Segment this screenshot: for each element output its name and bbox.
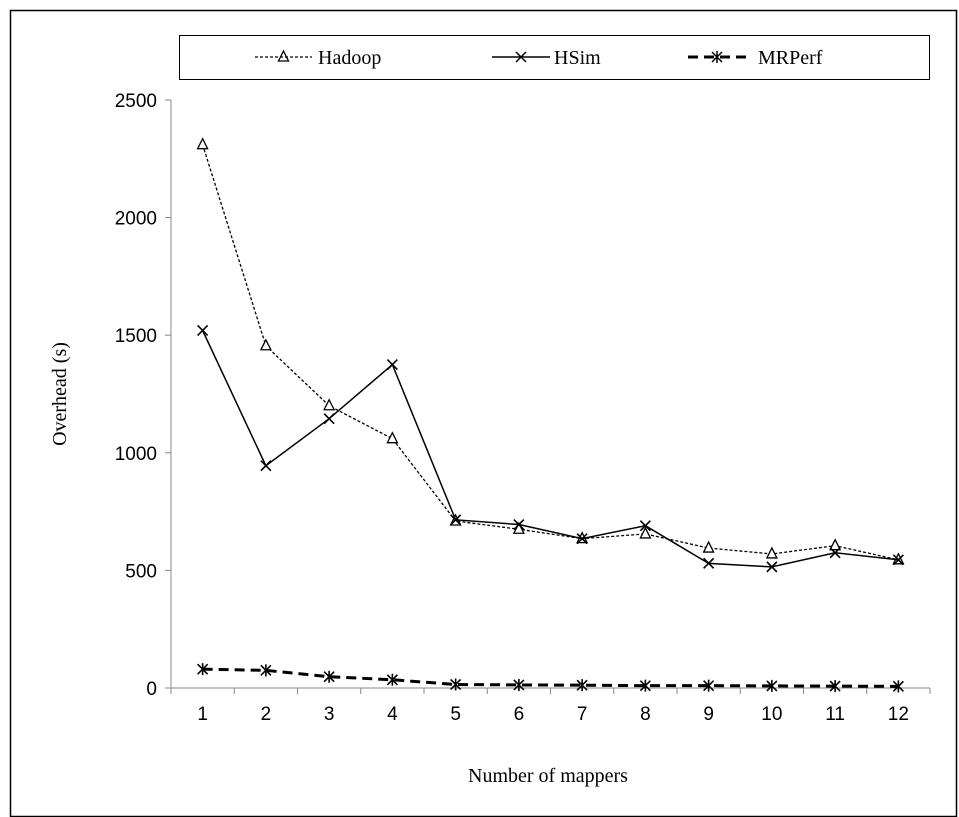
y-tick-label: 0	[146, 679, 157, 700]
data-point-mrperf	[892, 680, 904, 693]
data-point-hadoop	[512, 521, 525, 534]
data-point-mrperf	[576, 679, 588, 692]
data-point-hsim	[892, 554, 904, 566]
data-point-mrperf	[323, 670, 335, 683]
legend-label-hadoop: Hadoop	[318, 47, 381, 69]
legend-marker-hsim	[515, 51, 527, 63]
legend-item-hsim: HSim	[492, 47, 601, 69]
legend-marker-hadoop	[277, 49, 290, 62]
data-point-hadoop	[196, 137, 209, 150]
data-point-hsim	[766, 561, 778, 573]
y-tick-label: 2000	[115, 209, 157, 230]
data-point-hadoop	[702, 540, 715, 553]
legend-label-hsim: HSim	[554, 47, 601, 69]
series-hadoop	[196, 137, 905, 565]
data-point-mrperf	[513, 678, 525, 691]
data-point-hsim	[386, 359, 398, 371]
data-point-hadoop	[639, 526, 652, 539]
data-point-hsim	[260, 460, 272, 472]
data-point-mrperf	[450, 678, 462, 691]
y-tick-label: 500	[125, 561, 157, 582]
x-tick-label: 6	[514, 704, 525, 725]
x-tick-label: 3	[324, 704, 335, 725]
series-line-mrperf	[202, 667, 899, 688]
data-point-mrperf	[766, 679, 778, 692]
data-point-hsim	[323, 413, 335, 425]
series-hsim	[197, 324, 904, 573]
data-point-mrperf	[386, 673, 398, 686]
legend-item-mrperf: MRPerf	[688, 47, 823, 69]
data-point-hadoop	[323, 398, 336, 411]
data-point-mrperf	[197, 663, 209, 676]
x-tick-label: 7	[577, 704, 588, 725]
x-tick-label: 10	[761, 704, 782, 725]
x-tick-label: 11	[825, 704, 845, 725]
y-tick-label: 1500	[115, 326, 157, 347]
data-point-mrperf	[829, 680, 841, 693]
data-point-hsim	[703, 557, 715, 569]
legend-marker-mrperf	[711, 51, 723, 63]
y-ticks: 0 500 1000 1500 2000 2500	[115, 91, 171, 700]
legend-box	[179, 35, 930, 80]
x-tick-label: 5	[450, 704, 461, 725]
y-tick-label: 1000	[115, 444, 157, 465]
data-point-hsim	[197, 324, 209, 337]
x-tick-label: 12	[888, 704, 909, 725]
data-point-hsim	[639, 520, 651, 532]
legend: Hadoop HSim MRPerf	[179, 35, 930, 80]
x-tick-label: 2	[261, 704, 272, 725]
data-point-hadoop	[829, 538, 842, 551]
data-point-hsim	[576, 533, 588, 545]
legend-label-mrperf: MRPerf	[758, 47, 823, 69]
data-point-mrperf	[703, 679, 715, 692]
data-point-hsim	[513, 518, 525, 531]
data-point-mrperf	[639, 679, 651, 692]
series-mrperf	[197, 663, 904, 693]
x-tick-label: 4	[387, 704, 398, 725]
series-line-hsim	[201, 330, 899, 568]
x-tick-label: 1	[197, 704, 208, 725]
series-layer	[196, 137, 905, 693]
data-point-hadoop	[765, 546, 778, 559]
x-axis-title: Number of mappers	[468, 765, 628, 787]
x-tick-label: 8	[640, 704, 651, 725]
data-point-hsim	[450, 514, 462, 526]
data-point-hadoop	[386, 431, 399, 444]
x-ticks: 1 2 3 4 5 6 7 8 9 10 11 12	[170, 688, 931, 725]
series-line-hadoop	[202, 144, 899, 561]
data-point-hadoop	[259, 338, 272, 351]
data-point-mrperf	[260, 664, 272, 677]
x-tick-label: 9	[703, 704, 714, 725]
data-point-hsim	[829, 547, 841, 559]
y-tick-label: 2500	[115, 91, 157, 112]
legend-item-hadoop: Hadoop	[255, 47, 381, 69]
y-axis-title: Overhead (s)	[49, 342, 71, 446]
